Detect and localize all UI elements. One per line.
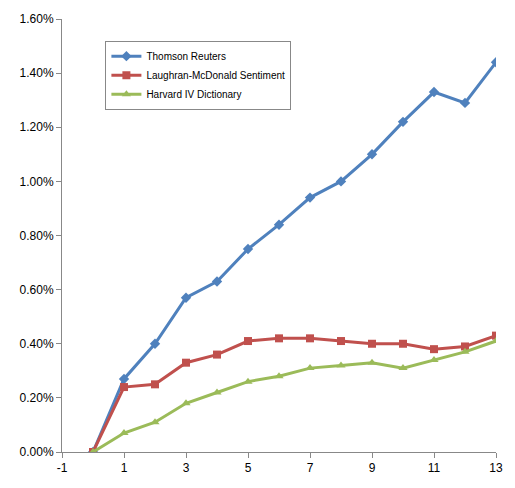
svg-text:0.00%: 0.00% [20,445,54,459]
svg-text:11: 11 [428,461,441,475]
svg-text:-1: -1 [57,461,68,475]
svg-text:1.00%: 1.00% [20,175,54,189]
svg-text:9: 9 [369,461,376,475]
svg-text:5: 5 [245,461,252,475]
svg-text:1.60%: 1.60% [20,12,54,26]
svg-text:7: 7 [307,461,314,475]
svg-text:1: 1 [121,461,128,475]
svg-text:Thomson Reuters: Thomson Reuters [146,51,225,62]
svg-text:0.20%: 0.20% [20,391,54,405]
svg-text:Harvard IV Dictionary: Harvard IV Dictionary [146,89,241,100]
svg-text:Laughran-McDonald Sentiment: Laughran-McDonald Sentiment [146,70,285,81]
svg-text:1.40%: 1.40% [20,66,54,80]
svg-text:0.40%: 0.40% [20,337,54,351]
svg-text:0.80%: 0.80% [20,229,54,243]
svg-text:13: 13 [489,461,503,475]
svg-text:1.20%: 1.20% [20,120,54,134]
svg-text:0.60%: 0.60% [20,283,54,297]
svg-text:3: 3 [183,461,190,475]
